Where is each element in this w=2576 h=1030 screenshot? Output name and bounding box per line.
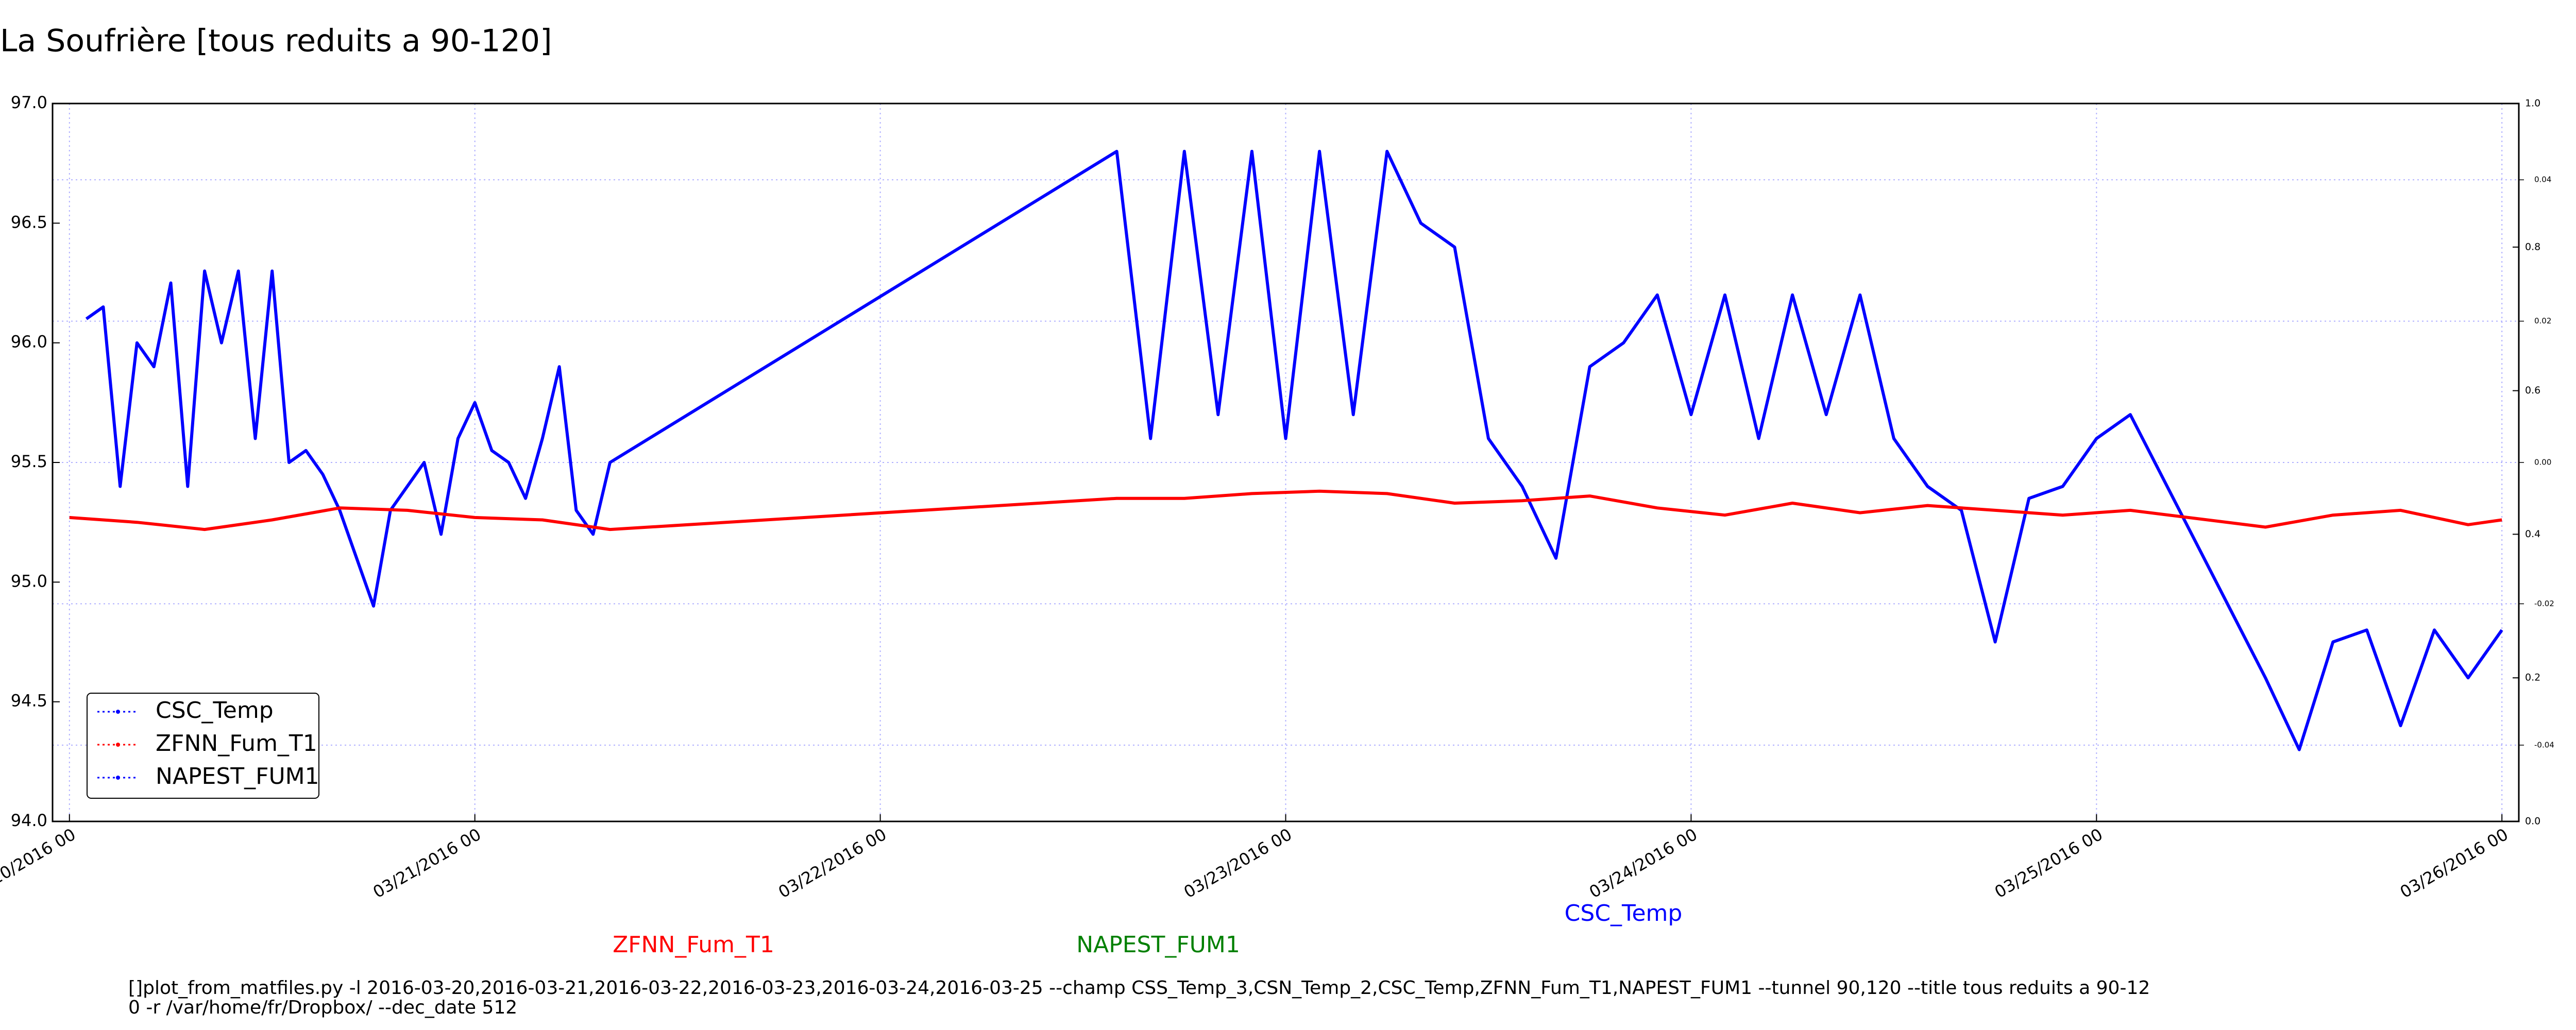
y2-tick-label: 0.4 [2525,528,2540,540]
y-tick-label: 96.0 [11,332,47,352]
y-tick-label: 96.5 [11,212,47,232]
legend-label: CSC_Temp [156,697,274,724]
data-line [85,149,2503,751]
legend-box [87,693,319,799]
y-tick-label: 94.5 [11,691,47,711]
legend-marker-dot [116,776,120,780]
y-tick-label: 94.0 [11,811,47,830]
annotation: CSC_Temp [1565,900,1683,926]
y3-tick-label: -0.02 [2534,599,2554,608]
footer-line: []plot_from_matfiles.py -l 2016-03-20,20… [128,977,2150,999]
legend-label: ZFNN_Fum_T1 [156,730,317,757]
y2-tick-label: 0.0 [2525,816,2540,827]
y2-tick-label: 0.2 [2525,672,2540,683]
footer-line: 0 -r /var/home/fr/Dropbox/ --dec_date 51… [128,997,517,1018]
y-tick-label: 97.0 [11,93,47,112]
legend-marker-dot [116,710,120,714]
chart-title: La Soufrière [tous reduits a 90-120] [0,23,552,59]
y3-tick-label: 0.00 [2534,458,2551,467]
annotation: ZFNN_Fum_T1 [613,932,774,958]
y3-tick-label: 0.04 [2534,175,2551,184]
annotation: NAPEST_FUM1 [1076,932,1240,958]
data-line [69,489,2502,531]
y2-tick-label: 0.8 [2525,241,2540,252]
y-tick-label: 95.0 [11,571,47,591]
y2-tick-label: 1.0 [2525,98,2540,109]
y3-tick-label: -0.04 [2534,740,2554,749]
legend-label: NAPEST_FUM1 [156,763,319,789]
y3-tick-label: 0.02 [2534,316,2551,325]
y-tick-label: 95.5 [11,452,47,471]
y2-tick-label: 0.6 [2525,385,2540,396]
legend-marker-dot [116,743,120,747]
